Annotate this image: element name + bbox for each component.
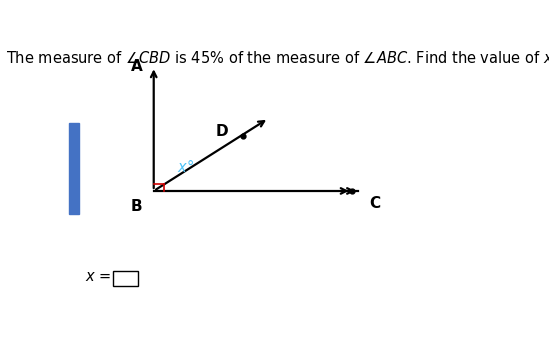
Text: D: D bbox=[216, 124, 228, 139]
Text: $x$°: $x$° bbox=[177, 158, 194, 175]
Text: The measure of $\angle CBD$ is 45% of the measure of $\angle ABC$. Find the valu: The measure of $\angle CBD$ is 45% of th… bbox=[6, 50, 549, 65]
Text: A: A bbox=[131, 59, 143, 74]
Text: C: C bbox=[369, 196, 380, 211]
Text: B: B bbox=[131, 199, 143, 214]
Bar bbox=[69, 123, 79, 214]
FancyBboxPatch shape bbox=[113, 271, 138, 286]
Text: $x$ =: $x$ = bbox=[85, 269, 111, 284]
